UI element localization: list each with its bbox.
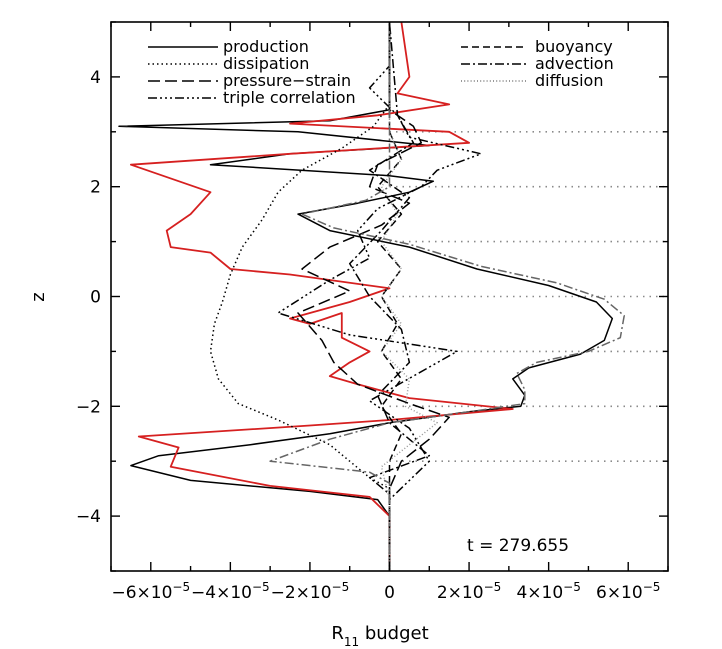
x-axis-label: R11 budget [331, 623, 428, 649]
series-layer [118, 21, 625, 571]
x-tick-label: −2×10−5 [271, 580, 350, 603]
legend: productiondissipationpressure−straintrip… [148, 37, 614, 107]
series-line-8 [269, 22, 625, 571]
y-tick-label: 4 [90, 68, 101, 88]
series-line-7 [380, 22, 438, 571]
y-tick-label: −2 [76, 397, 101, 417]
legend-label-right: diffusion [535, 71, 603, 90]
time-annotation: t = 279.655 [467, 536, 569, 556]
x-tick-label: 6×10−5 [596, 580, 660, 603]
legend-label-right: buoyancy [535, 37, 613, 56]
x-tick-label: 4×10−5 [516, 580, 580, 603]
legend-label-left: triple correlation [223, 88, 356, 107]
legend-label-left: dissipation [223, 54, 309, 73]
x-tick-label: 0 [384, 583, 395, 603]
legend-label-left: pressure−strain [223, 71, 351, 90]
series-line-4 [277, 22, 482, 571]
axis-ticks: −6×10−5 −4×10−5 −2×10−5 0 2×10−5 4×10−5 6×10−5… [76, 21, 669, 603]
y-axis-label: z [28, 292, 49, 301]
y-tick-label: −4 [76, 507, 101, 527]
series-line-1 [130, 21, 514, 571]
legend-label-right: advection [535, 54, 614, 73]
legend-label-left: production [223, 37, 309, 56]
x-tick-label: 2×10−5 [437, 580, 501, 603]
y-tick-label: 2 [90, 178, 101, 198]
series-line-2 [209, 22, 391, 571]
series-line-3 [297, 22, 450, 571]
x-tick-label: −4×10−5 [191, 580, 270, 603]
y-tick-label: 0 [90, 288, 101, 308]
x-tick-label: −6×10−5 [111, 580, 190, 603]
